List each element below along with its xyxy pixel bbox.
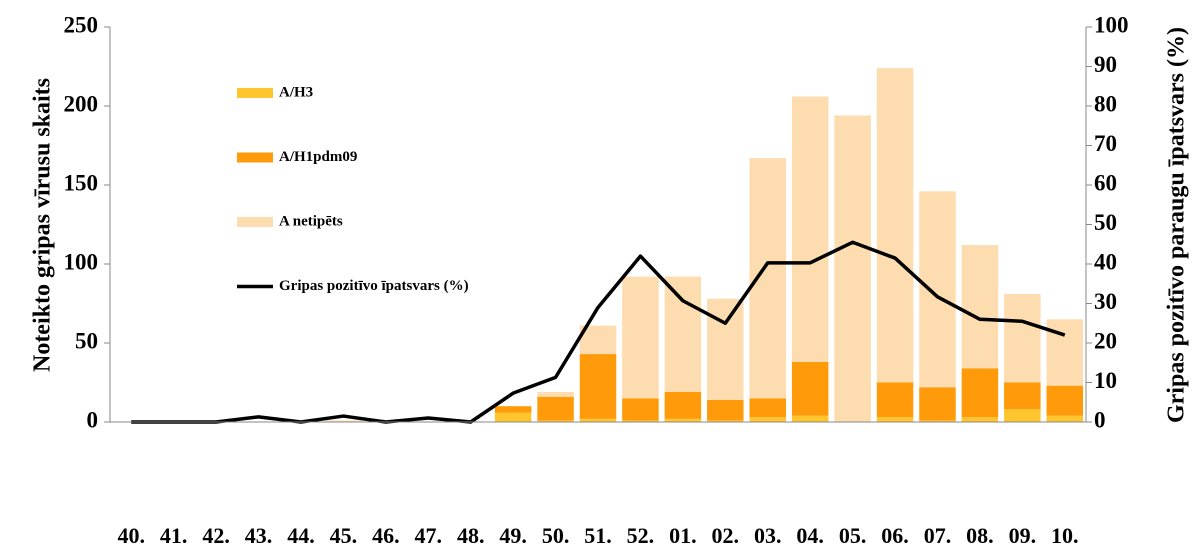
legend-swatch <box>237 217 273 227</box>
y2-tick-label: 20 <box>1094 328 1117 353</box>
bar-segment <box>707 298 744 400</box>
x-tick-label: 43. <box>245 523 273 548</box>
bar-segment <box>919 191 956 388</box>
bar-segment <box>834 115 871 422</box>
y2-tick-label: 30 <box>1094 289 1117 314</box>
bar-segment <box>791 96 829 362</box>
x-tick-label: 42. <box>202 523 230 548</box>
x-tick-label: 49. <box>499 523 527 548</box>
bar-segment <box>749 417 786 422</box>
x-tick-label: 48. <box>457 523 485 548</box>
bar-segment <box>664 418 702 422</box>
bar-segment <box>494 406 532 413</box>
bar-segment <box>876 68 914 383</box>
y-tick-label: 250 <box>64 12 99 37</box>
bar-segment <box>961 245 999 369</box>
x-tick-label: 07. <box>924 523 952 548</box>
x-tick-label: 51. <box>584 523 612 548</box>
y2-tick-label: 60 <box>1094 170 1117 195</box>
bar-segment <box>1004 294 1041 383</box>
y-axis-title: Noteikto gripas vīrusu skaits <box>30 78 56 372</box>
legend-swatch <box>237 152 273 163</box>
bar-segment <box>961 368 999 418</box>
legend-swatch <box>237 88 273 98</box>
x-tick-label: 47. <box>415 523 443 548</box>
bar-segment <box>1004 409 1041 422</box>
y-tick-label: 150 <box>64 170 99 195</box>
y2-tick-label: 40 <box>1094 249 1117 274</box>
y2-tick-label: 80 <box>1094 91 1117 116</box>
x-tick-label: 10. <box>1051 523 1079 548</box>
x-tick-label: 09. <box>1009 523 1037 548</box>
bar-segment <box>876 417 914 422</box>
legend-label: A netipēts <box>279 213 343 229</box>
legend-label: Gripas pozitīvo īpatsvars (%) <box>279 278 469 294</box>
bar-segment <box>325 420 362 422</box>
y-tick-label: 100 <box>64 249 99 274</box>
y2-tick-label: 90 <box>1094 52 1117 77</box>
y2-tick-label: 0 <box>1094 407 1106 432</box>
bar-segment <box>749 398 786 418</box>
bar-segment <box>664 391 702 419</box>
bar-segment <box>622 398 659 421</box>
bar-segment <box>537 420 574 422</box>
x-tick-label: 45. <box>330 523 358 548</box>
y2-tick-label: 70 <box>1094 131 1117 156</box>
bar-segment <box>622 276 659 399</box>
y2-tick-label: 100 <box>1094 12 1129 37</box>
bar-segment <box>579 354 617 419</box>
bar-segment <box>1004 382 1041 410</box>
y-tick-label: 200 <box>64 91 99 116</box>
bar-segment <box>961 417 999 422</box>
x-tick-label: 44. <box>287 523 315 548</box>
bar-segment <box>791 415 829 422</box>
bar-segment <box>707 399 744 421</box>
x-tick-label: 05. <box>839 523 867 548</box>
legend-label: A/H1pdm09 <box>279 149 357 165</box>
x-tick-label: 06. <box>881 523 909 548</box>
bar-segment <box>919 387 956 421</box>
bar-segment <box>1046 385 1084 416</box>
y2-axis-title: Gripas pozitīvo paraugu īpatsvars (%) <box>1164 27 1190 423</box>
x-tick-label: 02. <box>712 523 740 548</box>
legend-label: A/H3 <box>279 84 313 100</box>
x-tick-label: 46. <box>372 523 400 548</box>
x-tick-label: 01. <box>669 523 697 548</box>
x-tick-label: 08. <box>966 523 994 548</box>
y-tick-label: 0 <box>87 407 99 432</box>
line-series <box>131 240 1066 424</box>
x-tick-label: 52. <box>627 523 655 548</box>
x-tick-label: 41. <box>160 523 188 548</box>
bar-segment <box>791 361 829 416</box>
bar-segment <box>707 420 744 422</box>
bar-segment <box>537 391 574 397</box>
x-tick-label: 50. <box>542 523 570 548</box>
bar-segment <box>664 276 702 392</box>
bar-segment <box>494 412 532 422</box>
bar-segment <box>919 420 956 422</box>
y2-tick-label: 50 <box>1094 210 1117 235</box>
y2-tick-label: 10 <box>1094 368 1117 393</box>
bar-segment <box>579 418 617 422</box>
bar-segment <box>622 420 659 422</box>
bar-segment <box>1046 415 1084 422</box>
x-tick-label: 04. <box>796 523 824 548</box>
x-tick-label: 03. <box>754 523 782 548</box>
bar-segment <box>537 396 574 421</box>
y-tick-label: 50 <box>75 328 98 353</box>
bar-segment <box>876 382 914 418</box>
x-tick-label: 40. <box>117 523 145 548</box>
